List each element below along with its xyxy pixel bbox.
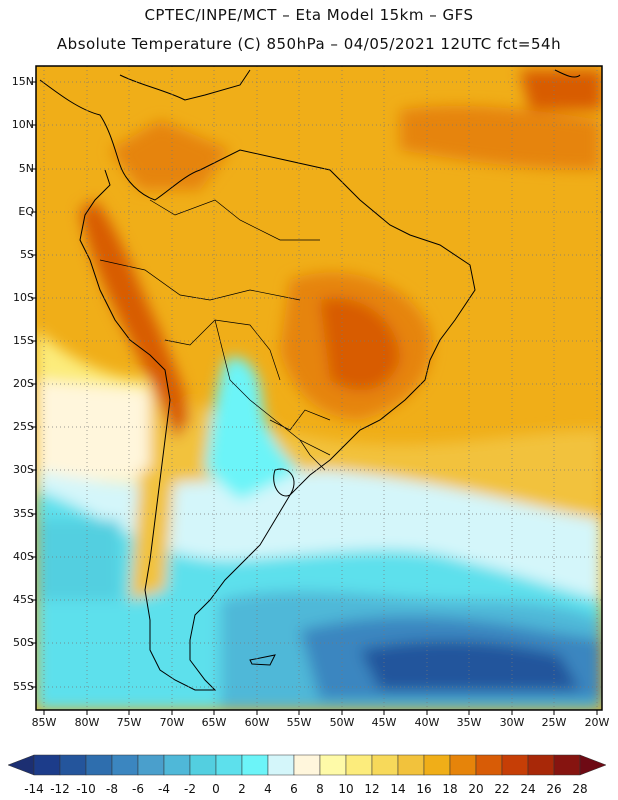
country-borders bbox=[99, 199, 331, 471]
legend-label: 12 bbox=[364, 782, 380, 796]
lat-label: 10N bbox=[11, 118, 34, 131]
legend-label: 28 bbox=[572, 782, 588, 796]
legend-swatch bbox=[215, 754, 243, 776]
lat-label: 55S bbox=[13, 680, 34, 693]
legend-label: 24 bbox=[520, 782, 536, 796]
lon-label: 35W bbox=[456, 716, 482, 729]
legend-swatch bbox=[553, 754, 581, 776]
legend-swatch bbox=[449, 754, 477, 776]
legend-label: -10 bbox=[76, 782, 96, 796]
legend-swatch bbox=[163, 754, 191, 776]
lon-label: 25W bbox=[541, 716, 567, 729]
lon-label: 20W bbox=[584, 716, 610, 729]
lat-label: 50S bbox=[13, 636, 34, 649]
legend-label: 8 bbox=[316, 782, 324, 796]
lon-label: 40W bbox=[414, 716, 440, 729]
legend-label: -6 bbox=[132, 782, 144, 796]
legend-swatch bbox=[33, 754, 61, 776]
lon-label: 75W bbox=[116, 716, 142, 729]
map-frame bbox=[35, 65, 603, 711]
legend-label: 26 bbox=[546, 782, 562, 796]
lon-label: 85W bbox=[31, 716, 57, 729]
lon-label: 30W bbox=[499, 716, 525, 729]
lat-label: 35S bbox=[13, 507, 34, 520]
legend-swatch bbox=[137, 754, 165, 776]
lat-label: 40S bbox=[13, 550, 34, 563]
lat-label: 20S bbox=[13, 377, 34, 390]
lon-label: 80W bbox=[74, 716, 100, 729]
legend-label: 20 bbox=[468, 782, 484, 796]
lat-label: 5N bbox=[18, 162, 34, 175]
coastline bbox=[39, 69, 581, 691]
legend-label: 16 bbox=[416, 782, 432, 796]
legend-under-arrow bbox=[7, 754, 35, 776]
legend-label: 4 bbox=[264, 782, 272, 796]
legend-swatch bbox=[59, 754, 87, 776]
legend-swatch bbox=[189, 754, 217, 776]
legend-swatch bbox=[345, 754, 373, 776]
legend-label: -2 bbox=[184, 782, 196, 796]
legend-swatch bbox=[423, 754, 451, 776]
lat-label: 10S bbox=[13, 291, 34, 304]
legend-label: 2 bbox=[238, 782, 246, 796]
legend-swatch bbox=[241, 754, 269, 776]
lat-label: 15S bbox=[13, 334, 34, 347]
legend-label: 22 bbox=[494, 782, 510, 796]
lon-label: 55W bbox=[286, 716, 312, 729]
lon-label: 70W bbox=[159, 716, 185, 729]
map-title: CPTEC/INPE/MCT – Eta Model 15km – GFS bbox=[144, 6, 474, 24]
lon-label: 50W bbox=[329, 716, 355, 729]
lat-label: 30S bbox=[13, 463, 34, 476]
lat-label: 45S bbox=[13, 593, 34, 606]
lat-label: 5S bbox=[20, 248, 34, 261]
legend-label: -8 bbox=[106, 782, 118, 796]
legend-swatch bbox=[527, 754, 555, 776]
legend-label: -12 bbox=[50, 782, 70, 796]
legend-swatch bbox=[111, 754, 139, 776]
legend-over-arrow bbox=[579, 754, 607, 776]
temperature-map bbox=[31, 65, 603, 715]
lon-label: 45W bbox=[371, 716, 397, 729]
lon-label: 65W bbox=[201, 716, 227, 729]
legend-label: 6 bbox=[290, 782, 298, 796]
legend-swatch bbox=[371, 754, 399, 776]
lat-label: EQ bbox=[18, 205, 34, 218]
legend-label: 10 bbox=[338, 782, 354, 796]
lon-label: 60W bbox=[244, 716, 270, 729]
legend-label: 0 bbox=[212, 782, 220, 796]
legend-label: -14 bbox=[24, 782, 44, 796]
legend-label: 14 bbox=[390, 782, 406, 796]
lat-label: 25S bbox=[13, 420, 34, 433]
color-legend bbox=[7, 754, 607, 776]
legend-label: 18 bbox=[442, 782, 458, 796]
legend-swatch bbox=[501, 754, 529, 776]
legend-swatch bbox=[475, 754, 503, 776]
legend-swatch bbox=[85, 754, 113, 776]
lat-label: 15N bbox=[11, 75, 34, 88]
legend-swatch bbox=[293, 754, 321, 776]
legend-swatch bbox=[397, 754, 425, 776]
legend-label: -4 bbox=[158, 782, 170, 796]
legend-swatch bbox=[319, 754, 347, 776]
map-subtitle: Absolute Temperature (C) 850hPa – 04/05/… bbox=[56, 35, 562, 53]
graticule bbox=[36, 66, 602, 710]
legend-swatch bbox=[267, 754, 295, 776]
